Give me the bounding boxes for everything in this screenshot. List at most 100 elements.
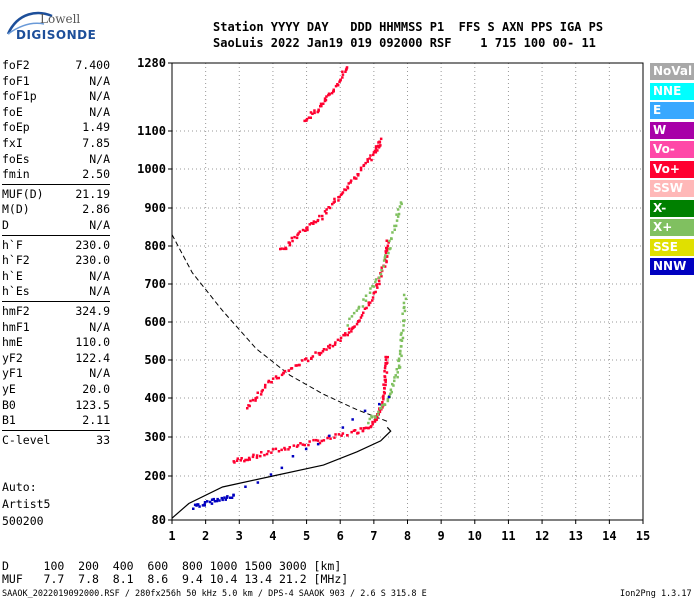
echo-point-x — [370, 414, 373, 418]
x-tick-label: 14 — [602, 529, 616, 543]
echo-point-nnw — [218, 499, 221, 502]
echo-point-vo — [287, 369, 291, 372]
param-row: foF1 N/A — [2, 74, 110, 90]
echo-point-vo — [251, 398, 255, 402]
param-value: 123.5 — [75, 397, 110, 412]
echo-point-x — [364, 299, 368, 302]
echo-point-x — [396, 208, 400, 211]
echo-point-vo — [280, 373, 284, 377]
echo-point-vo — [350, 430, 353, 434]
echo-point-vo — [254, 399, 257, 402]
echo-point-vo — [322, 439, 326, 442]
echo-point-vo — [280, 448, 283, 452]
param-row: h`F2 230.0 — [2, 253, 110, 269]
echo-point-vo — [380, 275, 383, 278]
param-key: h`E — [2, 268, 23, 283]
param-value: 1.49 — [82, 120, 110, 135]
echo-point-x — [361, 305, 365, 308]
echo-point-vo — [353, 177, 356, 180]
echo-point-vo — [317, 351, 320, 355]
echo-point-nnw — [197, 503, 200, 506]
echo-point-nnw — [203, 501, 207, 504]
echo-point-vo — [334, 84, 338, 88]
echo-point-vo — [359, 166, 363, 170]
param-value: 324.9 — [75, 304, 110, 318]
echo-point-vo — [372, 291, 376, 295]
param-key: D — [2, 218, 9, 232]
x-tick-label: 7 — [370, 529, 377, 543]
echo-point-vo — [387, 241, 390, 244]
echo-point-vo — [379, 137, 383, 141]
echo-point-vo — [384, 251, 388, 255]
echo-point-vo — [365, 306, 368, 310]
echo-point-vo — [320, 439, 323, 443]
legend-item-sse: SSE — [650, 238, 694, 256]
echo-point-vo — [362, 163, 366, 167]
echo-point-vo — [321, 217, 324, 221]
param-key: foEp — [2, 120, 30, 135]
echo-point-vo — [288, 243, 292, 247]
echo-point-x — [400, 202, 403, 206]
echo-point-nnw — [203, 503, 206, 506]
echo-point-x — [404, 297, 408, 301]
echo-point-nnw — [244, 485, 247, 488]
echo-point-vo — [323, 210, 327, 213]
param-row: fmin 2.50 — [2, 167, 110, 183]
echo-point-vo — [355, 322, 359, 326]
echo-point-nnw — [351, 418, 354, 421]
echo-point-vo — [384, 358, 388, 361]
param-key: foF1p — [2, 89, 37, 104]
echo-point-vo — [345, 67, 348, 71]
echo-point-vo — [301, 359, 304, 362]
echo-point-vo — [255, 396, 259, 399]
echo-point-x — [369, 287, 372, 290]
echo-point-vo — [372, 151, 376, 154]
echo-point-vo — [385, 249, 389, 252]
echo-point-nnw — [304, 447, 308, 451]
x-tick-label: 11 — [501, 529, 515, 543]
param-key: M(D) — [2, 202, 30, 217]
echo-point-vo — [275, 377, 279, 380]
echo-point-vo — [338, 80, 341, 83]
echo-point-x — [382, 265, 385, 268]
echo-point-vo — [306, 228, 309, 232]
header-line-1: Station YYYY DAY DDD HHMMSS P1 FFS S AXN… — [213, 20, 604, 34]
echo-point-vo — [325, 212, 328, 215]
echo-point-vo — [263, 386, 267, 389]
echo-point-x — [380, 269, 383, 272]
echo-point-vo — [256, 391, 259, 394]
echo-point-nnw — [269, 473, 273, 476]
legend-item-vo: Vo+ — [650, 160, 694, 178]
echo-point-x — [400, 345, 403, 348]
echo-point-vo — [305, 117, 309, 121]
param-key: foE — [2, 104, 23, 119]
echo-point-vo — [347, 331, 351, 334]
echo-point-vo — [320, 104, 323, 108]
echo-point-vo — [337, 433, 341, 436]
echo-point-vo — [385, 371, 389, 374]
echo-point-x — [382, 259, 386, 262]
echo-point-vo — [346, 434, 349, 437]
param-value: 20.0 — [82, 382, 110, 396]
echo-point-vo — [383, 265, 387, 268]
param-key: yF1 — [2, 366, 23, 381]
echo-point-vo — [384, 378, 387, 382]
y-tick-label: 700 — [144, 277, 166, 291]
echo-point-vo — [279, 247, 282, 251]
param-value: N/A — [89, 268, 110, 283]
echo-point-vo — [332, 88, 335, 91]
x-tick-label: 9 — [438, 529, 445, 543]
echo-point-x — [384, 254, 387, 257]
echo-point-vo — [295, 236, 299, 240]
echo-point-vo — [374, 151, 378, 154]
echo-point-nnw — [208, 500, 212, 504]
echo-point-x — [355, 309, 359, 312]
echo-point-x — [383, 403, 387, 406]
echo-point-nnw — [201, 504, 205, 507]
echo-point-vo — [239, 459, 242, 462]
echo-point-vo — [375, 415, 379, 419]
echo-point-vo — [277, 450, 281, 453]
echo-point-x — [376, 413, 380, 417]
echo-point-vo — [260, 390, 263, 393]
echo-point-vo — [246, 407, 249, 410]
